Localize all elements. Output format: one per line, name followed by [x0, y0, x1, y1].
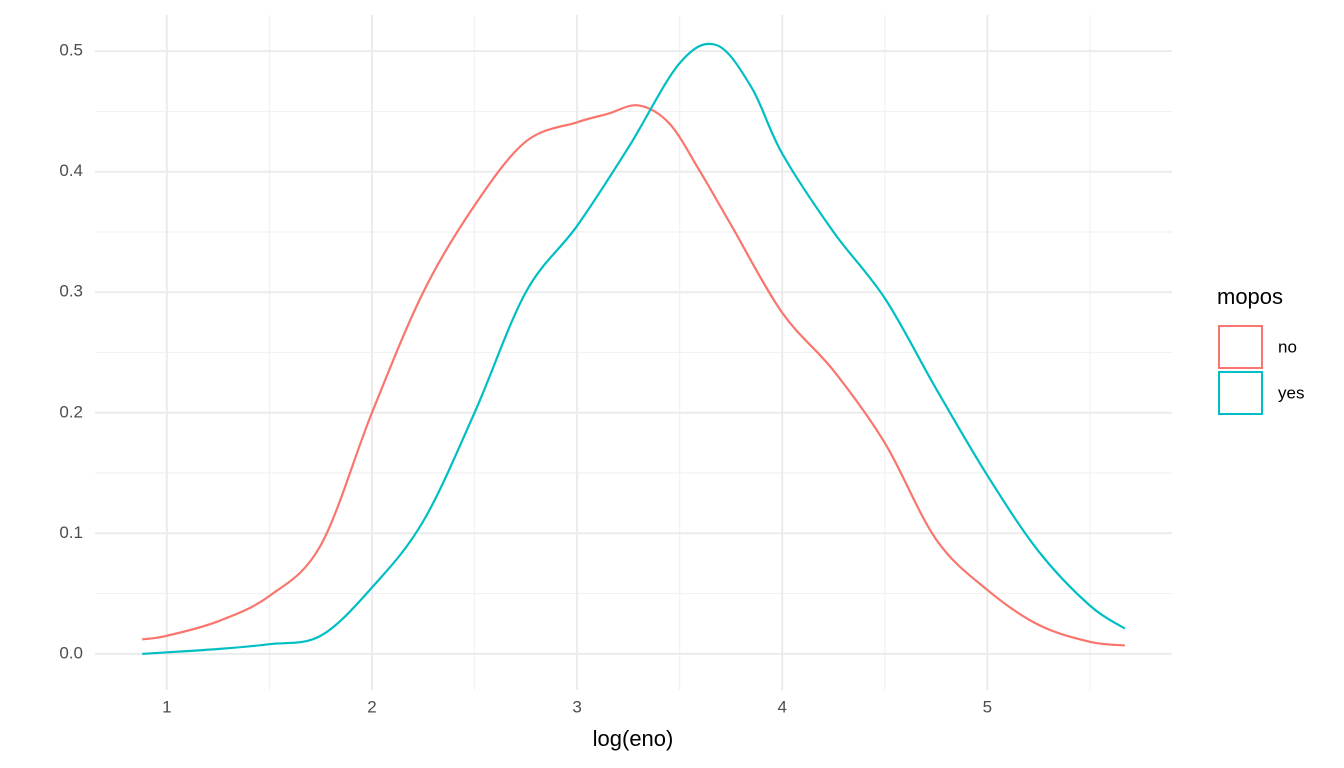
y-tick-label: 0.4 — [59, 161, 83, 180]
lines — [142, 42, 1126, 655]
grid — [95, 15, 1172, 690]
density-line — [142, 42, 1126, 655]
legend-key — [1218, 325, 1263, 369]
x-tick-label: 2 — [367, 697, 376, 716]
x-tick-label: 1 — [162, 697, 171, 716]
x-tick-label: 4 — [777, 697, 786, 716]
legend-label: yes — [1278, 383, 1304, 402]
x-tick-label: 3 — [572, 697, 581, 716]
density-line — [142, 104, 1125, 647]
y-tick-label: 0.1 — [59, 523, 83, 542]
y-tick-label: 0.2 — [59, 402, 83, 421]
legend-label: no — [1278, 337, 1297, 356]
x-axis-label: log(eno) — [593, 726, 674, 751]
x-tick-label: 5 — [983, 697, 992, 716]
legend-title: mopos — [1217, 284, 1283, 309]
y-tick-label: 0.3 — [59, 282, 83, 301]
legend-key — [1218, 371, 1263, 415]
y-tick-label: 0.0 — [59, 643, 83, 662]
y-tick-label: 0.5 — [59, 41, 83, 60]
